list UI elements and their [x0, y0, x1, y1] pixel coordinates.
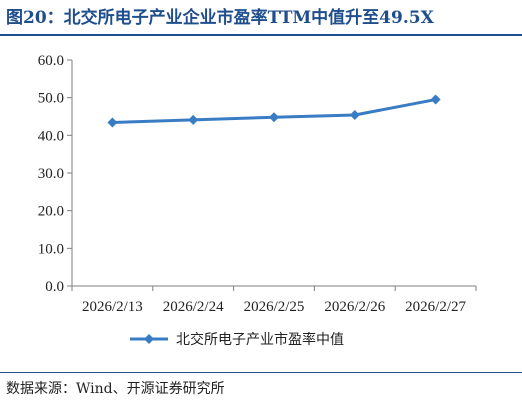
y-tick-label: 10.0 [38, 241, 64, 257]
y-tick-label: 30.0 [38, 166, 64, 182]
y-tick-label: 20.0 [38, 204, 64, 220]
legend-label: 北交所电子产业市盈率中值 [176, 331, 344, 348]
title-rule [0, 34, 522, 36]
data-point [349, 109, 360, 120]
chart-title: 图20：北交所电子产业企业市盈率TTM中值升至49.5X [6, 8, 434, 28]
y-tick-label: 0.0 [45, 279, 64, 295]
data-point [269, 112, 279, 123]
data-point [188, 114, 199, 125]
x-axis: 2026/2/13 2026/2/24 2026/2/25 2026/2/26 2026… [71, 285, 477, 315]
y-tick-label: 60.0 [38, 53, 64, 69]
y-tick-label: 50.0 [38, 91, 64, 107]
x-tick-label: 2026/2/24 [163, 299, 224, 315]
data-point [107, 117, 118, 128]
y-tick-label: 40.0 [38, 128, 64, 144]
line-chart: 0.010.020.030.040.050.060.0 2026/2/13 202… [38, 53, 477, 348]
x-tick-label: 2026/2/26 [324, 299, 385, 315]
legend-marker [144, 334, 154, 344]
source-note: 数据来源：Wind、开源证券研究所 [6, 381, 225, 397]
x-tick-label: 2026/2/25 [244, 299, 305, 315]
source-rule [0, 372, 522, 373]
legend: 北交所电子产业市盈率中值 [130, 331, 344, 348]
y-axis: 0.0 10.0 20.0 30.0 40.0 50.0 60.0 [38, 53, 73, 295]
data-point [430, 94, 441, 105]
series-layer [107, 94, 441, 128]
x-tick-label: 2026/2/13 [82, 299, 143, 315]
x-tick-label: 2026/2/27 [405, 299, 466, 315]
